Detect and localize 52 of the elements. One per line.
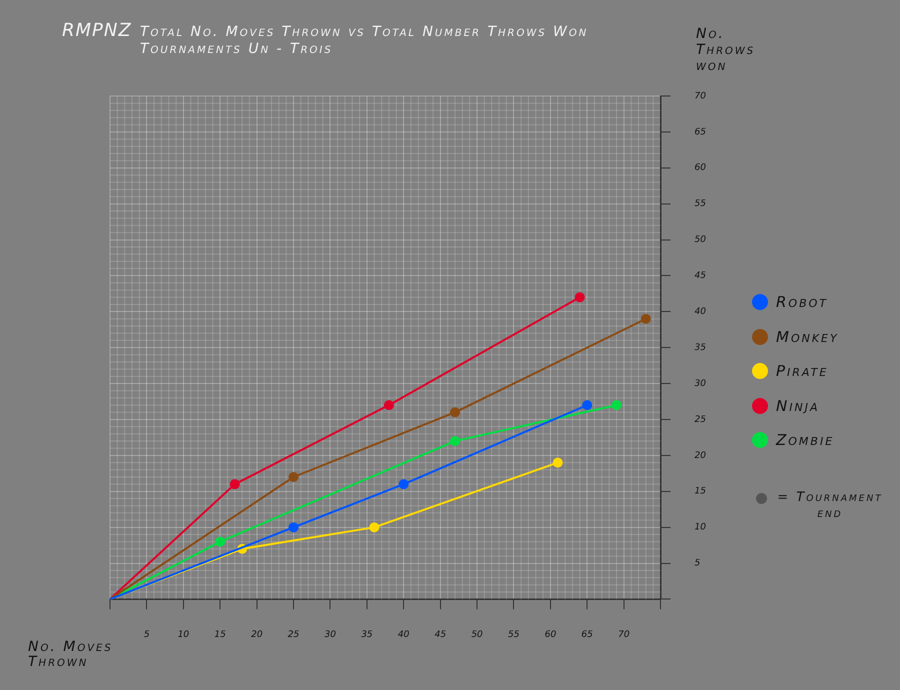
x-tick-label: 30 xyxy=(324,630,336,640)
point xyxy=(230,479,240,490)
x-tick-label: 10 xyxy=(178,630,190,640)
point xyxy=(369,522,380,532)
x-tick-label: 70 xyxy=(618,630,630,640)
point xyxy=(288,472,299,482)
point xyxy=(574,292,585,302)
x-tick-label: 60 xyxy=(544,630,556,640)
legend-label: Zombie xyxy=(776,431,834,450)
point xyxy=(640,314,651,324)
y-tick-label: 60 xyxy=(694,163,706,174)
y-tick-label: 70 xyxy=(694,91,706,102)
y-tick-label: 20 xyxy=(694,450,706,461)
x-tick-label: 5 xyxy=(144,630,150,640)
legend-label: Monkey xyxy=(776,328,839,346)
y-tick-label: 10 xyxy=(694,522,706,533)
text: = Tournament end xyxy=(776,490,884,522)
x-tick-label: 40 xyxy=(398,630,410,640)
legend-label: Ninja xyxy=(776,396,820,415)
point xyxy=(612,400,622,410)
x-tick-label: 15 xyxy=(214,630,226,640)
y-tick-label: 30 xyxy=(694,378,706,389)
y-tick-label: 45 xyxy=(694,271,706,282)
legend-label: Robot xyxy=(776,293,828,312)
point xyxy=(288,522,299,532)
point xyxy=(552,458,563,468)
y-tick-label: 15 xyxy=(694,486,706,497)
x-tick-label: 55 xyxy=(508,630,520,640)
y-tick-label: 5 xyxy=(694,558,701,569)
y-tick-label: 50 xyxy=(694,235,706,246)
y-tick-label: 65 xyxy=(694,127,706,138)
y-tick-label: 55 xyxy=(694,199,706,210)
point xyxy=(384,400,394,410)
x-tick-label: 25 xyxy=(288,630,300,640)
point xyxy=(398,479,409,490)
x-axis-title: No. Moves Thrown xyxy=(28,639,114,670)
chart-title: RMPNZ xyxy=(62,20,132,41)
x-tick-label: 20 xyxy=(251,630,263,640)
x-tick-label: 65 xyxy=(581,630,594,640)
point xyxy=(450,436,460,446)
y-tick-label: 25 xyxy=(694,414,706,425)
y-axis-title: No. Throws won xyxy=(696,26,756,74)
legend-label: Pirate xyxy=(776,362,828,380)
point xyxy=(450,407,460,418)
chart-subtitle: Total No. Moves Thrown vs Total Number Throws Won Tournaments Un - Trois xyxy=(140,24,588,58)
point xyxy=(215,536,226,547)
x-tick-label: 35 xyxy=(361,630,373,640)
y-tick-label: 40 xyxy=(694,307,706,317)
x-tick-label: 50 xyxy=(471,630,484,640)
x-tick-label: 45 xyxy=(434,630,446,640)
y-tick-label: 35 xyxy=(694,342,706,353)
point xyxy=(582,400,592,410)
